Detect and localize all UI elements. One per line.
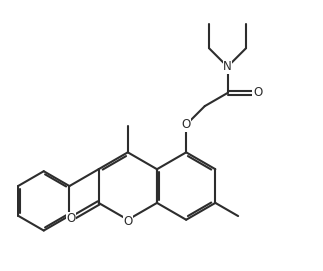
Text: O: O (253, 86, 262, 99)
Text: O: O (182, 118, 191, 131)
Text: O: O (123, 215, 132, 228)
Text: O: O (66, 212, 76, 225)
Text: N: N (223, 60, 232, 73)
